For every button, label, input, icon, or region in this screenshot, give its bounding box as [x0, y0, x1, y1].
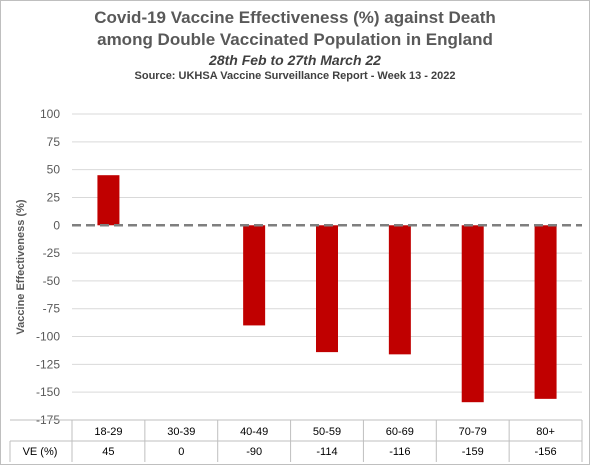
bar [388, 225, 411, 355]
table-value: -114 [316, 446, 337, 458]
table-value: -159 [462, 446, 484, 458]
category-label: 80+ [536, 426, 555, 438]
category-label: 40-49 [240, 426, 268, 438]
chart-source: Source: UKHSA Vaccine Surveillance Repor… [134, 70, 456, 82]
bar [316, 225, 338, 353]
table-value: 45 [102, 446, 114, 458]
table-value: -156 [535, 446, 557, 458]
y-axis-title: Vaccine Effectiveness (%) [15, 199, 27, 334]
bar [97, 175, 120, 226]
y-tick-label: -50 [43, 274, 61, 288]
bar [461, 225, 484, 403]
chart-subtitle: 28th Feb to 27th March 22 [209, 52, 381, 68]
y-tick-label: -150 [36, 385, 60, 399]
chart-title: Covid-19 Vaccine Effectiveness (%) again… [94, 8, 496, 27]
y-tick-label: 100 [40, 107, 60, 121]
bar [534, 225, 557, 399]
table-value: 0 [178, 446, 184, 458]
chart-title-line2: among Double Vaccinated Population in En… [97, 30, 493, 49]
y-tick-label: -75 [43, 302, 61, 316]
category-label: 50-59 [313, 426, 341, 438]
y-tick-label: 0 [53, 218, 60, 232]
table-row-label: VE (%) [23, 446, 58, 458]
category-label: 30-39 [167, 426, 195, 438]
y-tick-label: 50 [47, 163, 61, 177]
y-tick-label: 25 [47, 190, 61, 204]
table-value: -116 [389, 446, 410, 458]
category-label: 70-79 [459, 426, 487, 438]
y-tick-label: -125 [36, 357, 60, 371]
category-label: 18-29 [94, 426, 122, 438]
y-tick-label: -100 [36, 330, 60, 344]
table-value: -90 [246, 446, 262, 458]
category-label: 60-69 [386, 426, 414, 438]
y-tick-label: -25 [43, 246, 61, 260]
y-tick-label: 75 [47, 135, 61, 149]
bar [243, 225, 266, 326]
